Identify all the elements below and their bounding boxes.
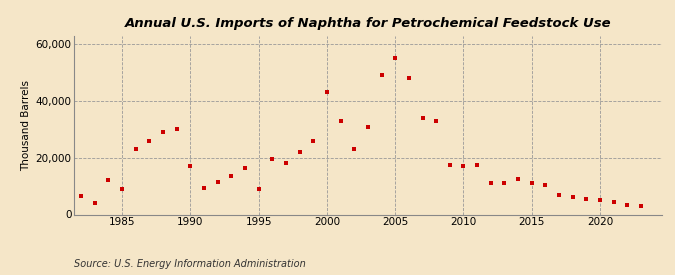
Point [76,194,86,198]
Point [608,200,619,204]
Point [185,164,196,169]
Point [335,119,346,123]
Point [130,147,141,152]
Point [389,56,400,61]
Point [404,76,414,81]
Point [540,183,551,187]
Point [198,185,209,190]
Point [567,195,578,200]
Title: Annual U.S. Imports of Naphtha for Petrochemical Feedstock Use: Annual U.S. Imports of Naphtha for Petro… [125,17,611,31]
Point [417,116,428,120]
Point [321,90,332,95]
Point [513,177,524,181]
Point [308,139,319,143]
Point [281,161,292,166]
Point [458,164,469,169]
Text: Source: U.S. Energy Information Administration: Source: U.S. Energy Information Administ… [74,259,306,269]
Point [144,139,155,143]
Point [636,204,647,208]
Point [226,174,237,178]
Point [240,166,250,170]
Y-axis label: Thousand Barrels: Thousand Barrels [22,80,31,170]
Point [117,187,128,191]
Point [581,197,592,201]
Point [267,157,277,161]
Point [349,147,360,152]
Point [89,201,100,205]
Point [431,119,441,123]
Point [103,178,114,183]
Point [526,181,537,186]
Point [212,180,223,184]
Point [376,73,387,78]
Point [622,202,632,207]
Point [62,205,73,210]
Point [253,187,264,191]
Point [595,198,605,202]
Point [158,130,169,134]
Point [444,163,455,167]
Point [554,192,564,197]
Point [171,127,182,131]
Point [485,181,496,186]
Point [472,163,483,167]
Point [499,181,510,186]
Point [362,124,373,129]
Point [294,150,305,154]
